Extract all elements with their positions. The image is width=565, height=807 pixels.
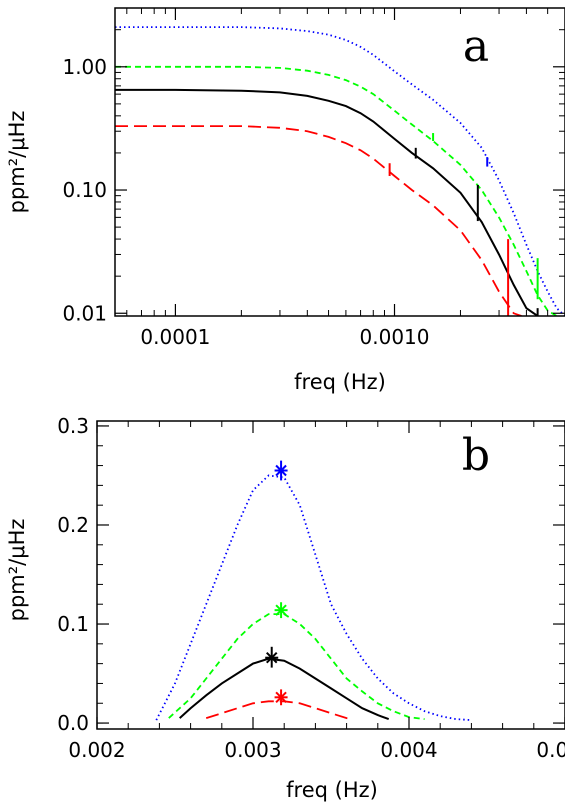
panel-a-x-axis-label: freq (Hz) — [294, 370, 386, 394]
panel-a-letter: a — [463, 21, 489, 72]
series-line-1-3 — [205, 700, 353, 720]
panel-a-frame — [114, 7, 565, 317]
series-line-0-1 — [115, 65, 558, 316]
x-tick-label: 0.003 — [224, 738, 281, 762]
panel-a-axis-ticks: 0.0001 0.0010 0.01 0.10 1.00 — [62, 7, 565, 349]
x-tick-label: 0.004 — [380, 738, 437, 762]
panel-a-y-axis-label: ppm²/μHz — [5, 111, 29, 214]
y-tick-label: 0.10 — [62, 178, 107, 202]
panel-b-series-group — [155, 474, 472, 721]
series-line-0-3 — [115, 125, 522, 316]
y-tick-label: 0.3 — [57, 414, 89, 438]
panel-b-letter: b — [462, 430, 490, 481]
series-line-1-1 — [168, 613, 425, 720]
panel-a-series-group — [115, 26, 565, 316]
series-line-0-0 — [115, 26, 565, 316]
x-tick-label: 0.0001 — [140, 325, 210, 349]
panel-b-frame — [96, 420, 565, 730]
series-line-0-2 — [115, 88, 539, 316]
series-line-1-0 — [155, 474, 472, 721]
series-line-1-2 — [179, 657, 390, 721]
peak-marker-3 — [274, 689, 288, 706]
y-tick-label: 0.2 — [57, 513, 89, 537]
y-tick-label: 1.00 — [62, 55, 107, 79]
peak-marker-1 — [274, 602, 288, 619]
x-tick-label: 0.005 — [536, 738, 565, 762]
panel-b-marker-group — [265, 460, 288, 706]
y-tick-label: 0.1 — [57, 612, 89, 636]
panel-a-chart: 0.0001 0.0010 0.01 0.10 1.00 ppm²/μHz freq (… — [5, 7, 565, 394]
y-tick-label: 0.01 — [62, 301, 107, 325]
peak-marker-0 — [274, 460, 288, 481]
panel-b-x-axis-label: freq (Hz) — [286, 778, 378, 802]
panel-a-errorbar-group — [388, 133, 539, 316]
y-tick-label: 0.0 — [57, 711, 89, 735]
x-tick-label: 0.0010 — [360, 325, 430, 349]
peak-marker-2 — [265, 646, 279, 668]
panel-b-axis-ticks: 0.002 0.003 0.004 0.005 0.0 0.1 0.2 0.3 — [57, 414, 565, 762]
x-tick-label: 0.002 — [68, 738, 125, 762]
panel-b-chart: 0.002 0.003 0.004 0.005 0.0 0.1 0.2 0.3 ppm²/μH… — [5, 414, 565, 802]
panel-b-y-axis-label: ppm²/μHz — [5, 519, 29, 622]
